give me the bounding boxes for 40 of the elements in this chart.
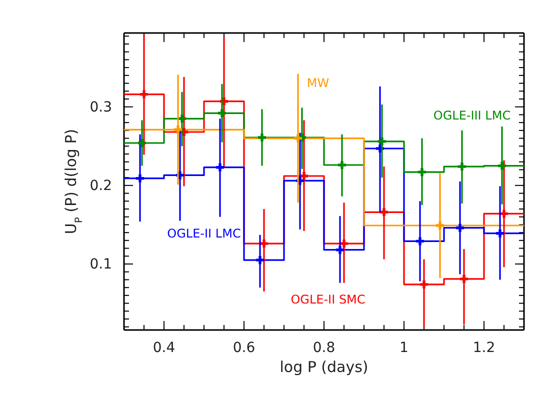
point bbox=[378, 137, 386, 146]
x-tick-label: 0.8 bbox=[312, 340, 336, 356]
x-tick-label: 0.4 bbox=[152, 340, 176, 356]
point bbox=[218, 109, 226, 118]
point bbox=[294, 134, 302, 142]
series-label: OGLE-II LMC bbox=[167, 226, 241, 240]
point bbox=[498, 162, 506, 170]
point bbox=[458, 162, 466, 171]
point bbox=[460, 274, 468, 283]
point bbox=[418, 168, 426, 176]
x-tick-label: 0.6 bbox=[232, 340, 256, 356]
point bbox=[380, 208, 388, 216]
y-tick-label: 0.1 bbox=[90, 256, 112, 272]
point bbox=[500, 210, 508, 218]
point bbox=[140, 90, 148, 98]
point bbox=[216, 163, 224, 172]
point bbox=[136, 174, 144, 182]
point bbox=[420, 280, 428, 288]
point bbox=[416, 237, 424, 246]
point bbox=[174, 126, 182, 134]
point bbox=[178, 114, 186, 123]
x-axis-title: log P (days) bbox=[280, 358, 368, 376]
point bbox=[256, 256, 264, 264]
point bbox=[300, 172, 308, 180]
y-tick-label: 0.2 bbox=[90, 178, 112, 194]
x-tick-label: 1 bbox=[400, 340, 408, 356]
point bbox=[338, 160, 346, 170]
point bbox=[260, 240, 268, 248]
text: OGLE-III LMC bbox=[433, 108, 511, 122]
text: MW bbox=[306, 76, 330, 90]
point bbox=[258, 133, 266, 142]
point bbox=[436, 221, 444, 230]
point bbox=[340, 240, 348, 248]
x-tick-label: 1.2 bbox=[472, 340, 496, 356]
point bbox=[496, 229, 504, 238]
point bbox=[336, 246, 344, 254]
point bbox=[138, 138, 146, 148]
y-tick-label: 0.3 bbox=[90, 99, 112, 116]
point bbox=[456, 224, 464, 232]
text: OGLE-II SMC bbox=[290, 292, 366, 306]
